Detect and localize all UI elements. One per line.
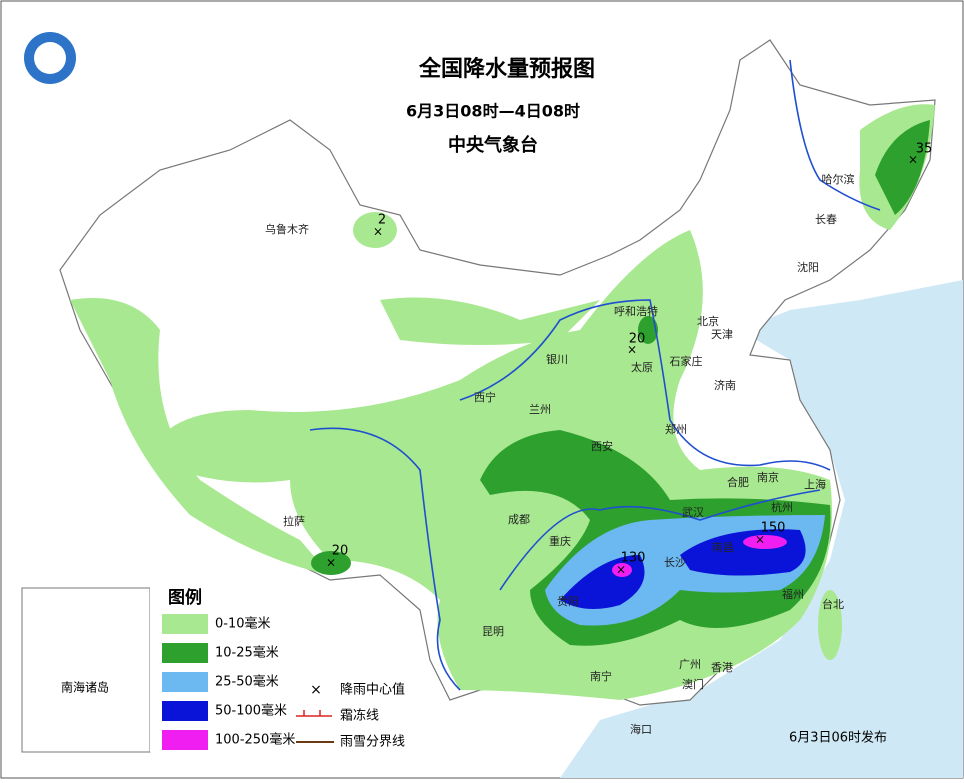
legend-label: 50-100毫米 [215, 703, 287, 719]
center-mark: × [627, 343, 637, 357]
sea [560, 280, 963, 778]
symbol-label: 雨雪分界线 [340, 735, 405, 750]
inset-label: 南海诸岛 [61, 680, 109, 695]
city-label: 福州 [782, 587, 804, 601]
symbol-cross: × [310, 682, 322, 698]
city-label: 昆明 [482, 625, 504, 638]
center-value: 20 [629, 332, 646, 347]
zone-light [353, 212, 397, 248]
legend-label: 0-10毫米 [215, 616, 271, 632]
center-value: 2 [378, 213, 386, 228]
city-label: 南昌 [712, 541, 734, 554]
inset-box [21, 587, 151, 753]
city-label: 乌鲁木齐 [265, 222, 309, 236]
city-label: 呼和浩特 [614, 304, 658, 318]
city-label: 郑州 [665, 422, 687, 436]
city-label: 成都 [508, 513, 530, 526]
symbol-frost [296, 710, 332, 717]
rivers [309, 59, 881, 691]
city-label: 南宁 [590, 669, 612, 683]
zone-extreme [743, 535, 787, 549]
zone-light [380, 297, 600, 345]
city-label: 沈阳 [797, 260, 819, 274]
city-label: 兰州 [529, 403, 551, 416]
zone-extreme [612, 563, 632, 577]
legend-swatch [162, 614, 208, 634]
rain-zones [70, 104, 935, 700]
legend-label: 10-25毫米 [215, 645, 279, 661]
city-label: 石家庄 [670, 354, 703, 368]
legend-label: 25-50毫米 [215, 674, 279, 690]
center-mark: × [373, 225, 383, 239]
city-label: 西安 [591, 439, 613, 453]
zone-medium [638, 316, 658, 344]
legend-title: 图例 [168, 587, 202, 608]
zone-medium [311, 551, 351, 575]
logo [34, 42, 66, 74]
city-label: 南京 [757, 470, 779, 484]
city-label: 香港 [711, 661, 733, 674]
center-value: 20 [332, 544, 349, 559]
city-label: 海口 [630, 722, 652, 736]
city-label: 银川 [546, 352, 568, 366]
city-label: 长春 [815, 213, 837, 226]
city-label: 太原 [631, 361, 653, 374]
zone-medium [875, 120, 930, 215]
zone-light [70, 298, 330, 575]
city-label: 澳门 [682, 677, 704, 691]
legend-swatch [162, 672, 208, 692]
legend-swatch [162, 730, 208, 750]
city-label: 拉萨 [283, 514, 305, 528]
city-label: 哈尔滨 [822, 172, 855, 186]
city-label: 天津 [711, 328, 733, 341]
center-value: 35 [916, 142, 933, 157]
city-label: 重庆 [549, 534, 571, 548]
center-value: 130 [621, 551, 646, 566]
center-mark: × [755, 533, 765, 547]
city-label: 台北 [822, 597, 844, 611]
legend-label: 100-250毫米 [215, 732, 295, 748]
title: 全国降水量预报图 [418, 56, 595, 82]
symbol-label: 降雨中心值 [340, 682, 405, 698]
center-mark: × [616, 563, 626, 577]
center-value: 150 [761, 521, 786, 536]
city-label: 杭州 [771, 500, 793, 514]
center-mark: × [908, 153, 918, 167]
city-label: 武汉 [682, 506, 704, 519]
city-label: 长沙 [664, 556, 686, 569]
issuer: 中央气象台 [448, 134, 538, 156]
city-label: 上海 [804, 477, 826, 491]
symbol-label: 霜冻线 [340, 708, 379, 724]
legend-box [150, 580, 320, 752]
zone-light [818, 590, 842, 660]
city-label: 济南 [714, 378, 736, 392]
inset-and-legend [21, 580, 320, 753]
period: 6月3日08时—4日08时 [406, 102, 580, 121]
center-mark: × [326, 556, 336, 570]
city-label: 合肥 [727, 475, 749, 489]
legend-swatch [162, 643, 208, 663]
footer: 6月3日06时发布 [789, 730, 887, 746]
city-label: 西宁 [474, 390, 496, 404]
legend-swatch [162, 701, 208, 721]
city-label: 广州 [679, 658, 701, 671]
city-label: 贵阳 [557, 595, 579, 608]
city-label: 北京 [697, 314, 719, 328]
